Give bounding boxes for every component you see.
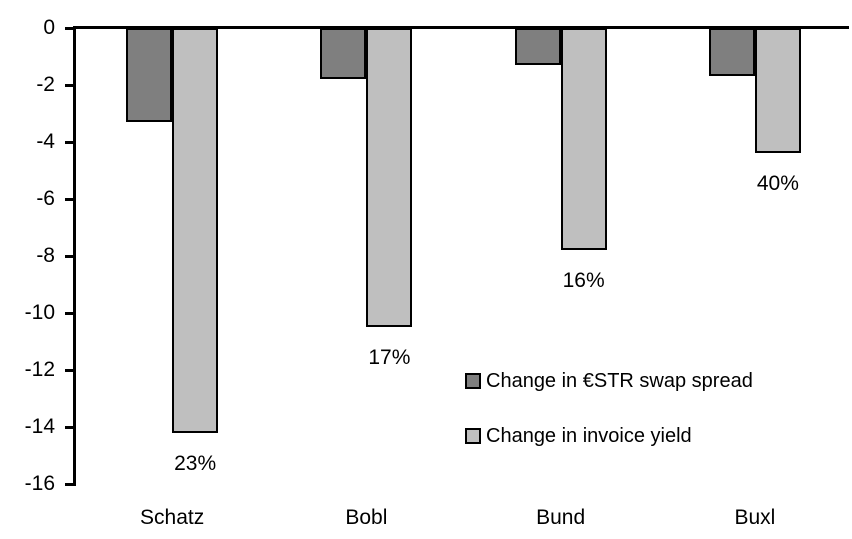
y-tick-mark xyxy=(65,254,75,258)
y-tick-label: 0 xyxy=(43,16,55,39)
y-tick-mark xyxy=(65,311,75,315)
y-tick-label: -2 xyxy=(36,73,55,96)
x-axis-label-schatz: Schatz xyxy=(140,506,205,529)
y-tick-label: -14 xyxy=(24,415,55,438)
y-tick-mark xyxy=(65,83,75,87)
x-axis-label-bund: Bund xyxy=(536,506,586,529)
x-axis-label-buxl: Buxl xyxy=(734,506,776,529)
y-tick-label: -16 xyxy=(24,472,55,495)
y-tick-mark xyxy=(65,26,75,30)
legend-label-invoice-yield: Change in invoice yield xyxy=(486,425,692,447)
bar-bund-invoice-yield xyxy=(560,28,607,251)
y-tick-mark xyxy=(65,425,75,429)
bar-value-label-buxl: 40% xyxy=(756,172,799,196)
y-tick-label: -6 xyxy=(36,187,55,210)
bar-buxl-swap-spread xyxy=(708,28,755,77)
legend-item-invoice-yield: Change in invoice yield xyxy=(465,425,692,447)
bar-bund-swap-spread xyxy=(514,28,561,66)
bar-schatz-invoice-yield xyxy=(172,28,219,433)
y-tick-label: -12 xyxy=(24,358,55,381)
bar-bobl-swap-spread xyxy=(320,28,367,80)
y-tick-mark xyxy=(65,140,75,144)
bar-bobl-invoice-yield xyxy=(366,28,413,328)
y-tick-label: -4 xyxy=(36,130,55,153)
bar-schatz-swap-spread xyxy=(126,28,173,123)
x-axis-label-bobl: Bobl xyxy=(345,506,388,529)
legend-label-swap-spread: Change in €STR swap spread xyxy=(486,370,753,392)
swap-spread-swatch-icon xyxy=(465,373,481,389)
y-tick-mark xyxy=(65,197,75,201)
y-tick-label: -8 xyxy=(36,244,55,267)
bar-value-label-bobl: 17% xyxy=(368,346,411,370)
x-axis-zero-line xyxy=(73,26,849,29)
invoice-yield-swatch-icon xyxy=(465,428,481,444)
bar-value-label-bund: 16% xyxy=(562,269,605,293)
y-tick-label: -10 xyxy=(24,301,55,324)
y-tick-mark xyxy=(65,368,75,372)
bar-buxl-invoice-yield xyxy=(754,28,801,154)
bar-value-label-schatz: 23% xyxy=(174,451,217,475)
legend-item-swap-spread: Change in €STR swap spread xyxy=(465,370,753,392)
y-tick-mark xyxy=(65,482,75,486)
